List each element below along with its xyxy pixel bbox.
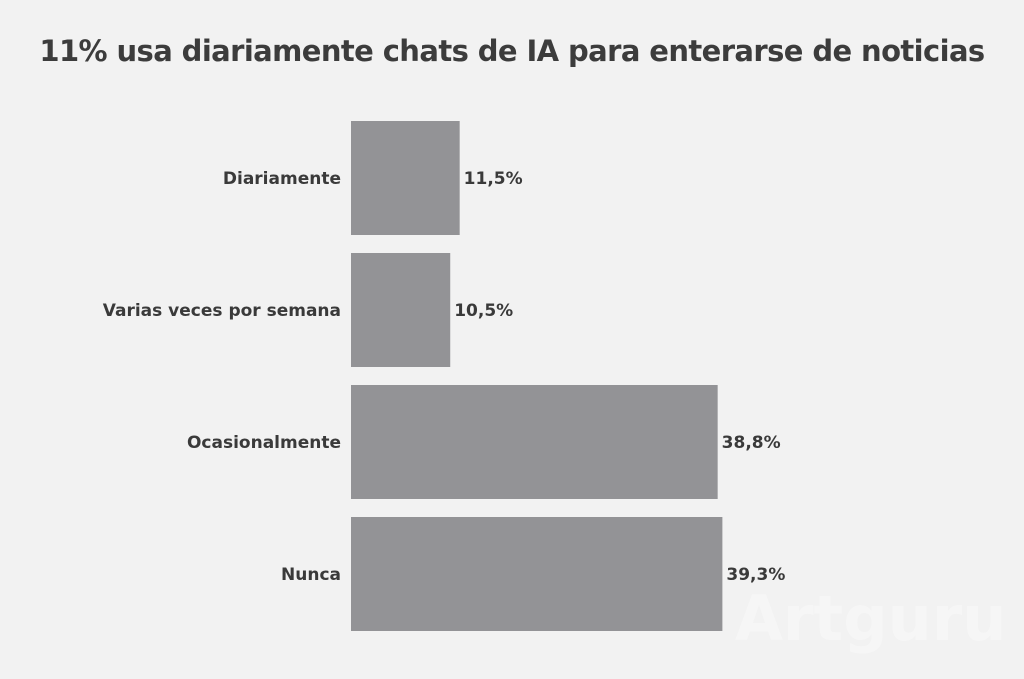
bars-group: Diariamente 11,5% Varias veces por semana 1…	[103, 121, 785, 631]
value-label-varias-veces-por-semana: 10,5%	[454, 301, 513, 321]
watermark: Artguru	[735, 582, 1006, 655]
chart-title: 11% usa diariamente chats de IA para ent…	[39, 34, 985, 68]
category-label-ocasionalmente: Ocasionalmente	[187, 433, 341, 453]
value-label-nunca: 39,3%	[726, 565, 785, 585]
bar-nunca	[351, 517, 723, 631]
category-label-diariamente: Diariamente	[223, 169, 341, 189]
bar-diariamente	[351, 121, 460, 235]
value-label-diariamente: 11,5%	[464, 169, 523, 189]
category-label-nunca: Nunca	[281, 565, 341, 585]
category-label-varias-veces-por-semana: Varias veces por semana	[103, 301, 341, 321]
bar-varias-veces-por-semana	[351, 253, 451, 367]
value-label-ocasionalmente: 38,8%	[722, 433, 781, 453]
bar-ocasionalmente	[351, 385, 718, 499]
